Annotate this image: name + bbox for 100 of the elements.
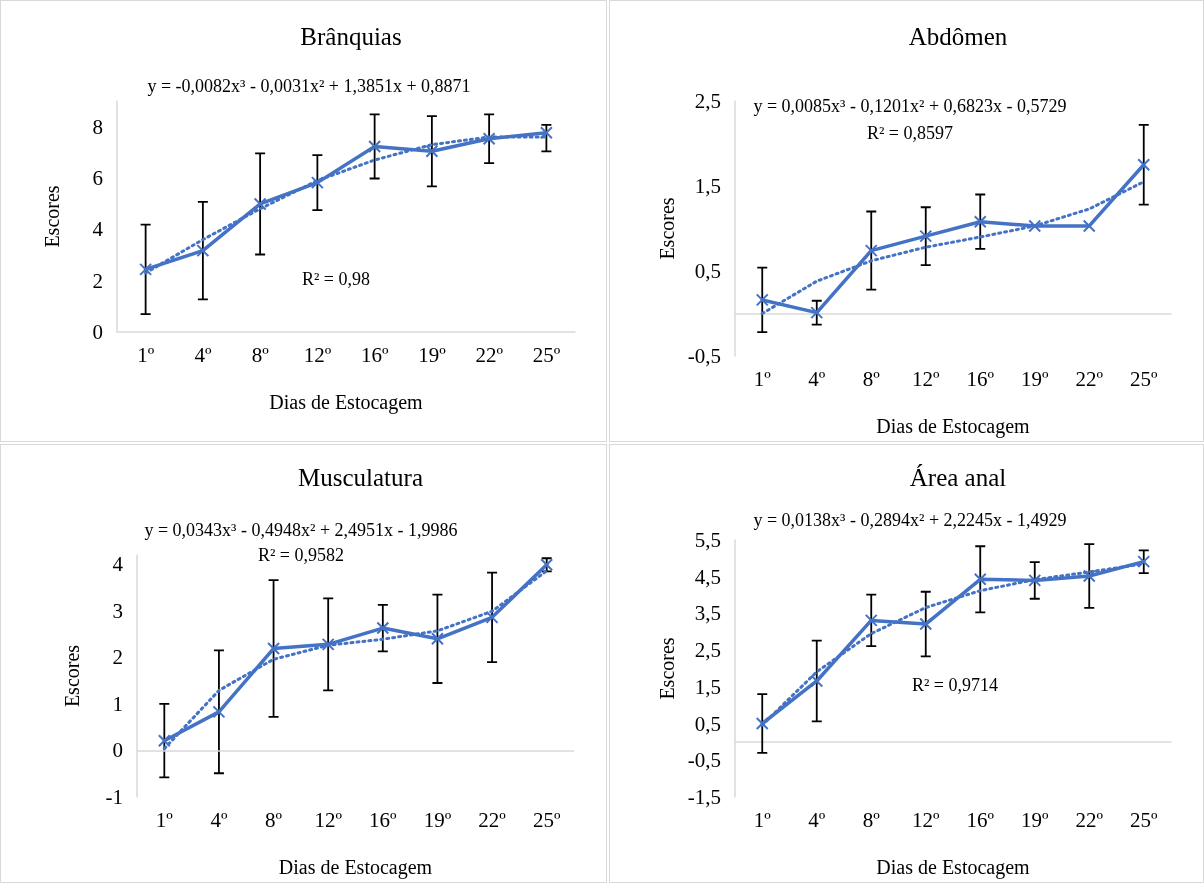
chart-title: Abdômen [908, 23, 1008, 50]
point [212, 705, 226, 719]
text: y = -0,0082x³ - 0,0031x² + 1,3851x + 0,8871 [147, 76, 471, 96]
point [321, 637, 335, 651]
x-tick-label: 25º [532, 807, 561, 832]
x-tick-label: 8º [862, 366, 881, 391]
point [253, 197, 267, 211]
x-tick-label: 1º [137, 342, 155, 367]
x-tick-label: 8º [251, 342, 270, 367]
y-axis-title: Escores [41, 185, 63, 248]
point [539, 126, 553, 140]
y-tick-label: 4 [112, 552, 124, 577]
point [1082, 569, 1096, 583]
x-tick-label: 4º [808, 807, 826, 832]
y-tick-label: 1 [112, 691, 123, 716]
point [810, 306, 824, 320]
y-tick-label: 4,5 [694, 564, 721, 589]
y-tick-label: -1 [105, 785, 123, 809]
annotation: R² = 0,9582 [257, 545, 345, 565]
point [973, 215, 987, 229]
y-axis-title: Escores [61, 644, 83, 708]
point [1028, 573, 1042, 587]
point [1028, 219, 1042, 233]
x-tick-label: 8º [265, 807, 283, 832]
x-tick-label: 4º [808, 366, 826, 391]
point [755, 717, 769, 731]
y-tick-label: 0 [112, 738, 123, 763]
annotation: R² = 0,8597 [866, 123, 954, 143]
text: y = 0,0343x³ - 0,4948x² + 2,4951x - 1,9986 [144, 520, 458, 540]
y-tick-label: 1,5 [694, 674, 721, 699]
x-tick-label: 8º [862, 807, 881, 832]
x-tick-label: 25º [1129, 366, 1158, 391]
x-tick-label: 1º [753, 807, 772, 832]
point [973, 572, 987, 586]
y-tick-label: 0,5 [694, 711, 721, 736]
y-tick-label: -0,5 [687, 748, 721, 773]
x-tick-label: 22º [1075, 366, 1104, 391]
y-axis-title: Escores [655, 197, 678, 260]
y-tick-label: -0,5 [687, 344, 721, 368]
annotation: R² = 0,9714 [911, 675, 999, 695]
point [1137, 158, 1151, 172]
x-axis-title: Dias de Estocagem [876, 856, 1031, 879]
chart-title: Brânquias [300, 23, 402, 50]
y-tick-label: 4 [92, 217, 104, 242]
x-tick-label: 22º [1075, 807, 1104, 832]
x-tick-label: 4º [210, 807, 228, 832]
y-tick-label: 0 [92, 320, 103, 344]
x-tick-label: 19º [418, 342, 447, 367]
x-tick-label: 4º [194, 342, 212, 367]
y-tick-label: 1,5 [694, 174, 721, 198]
chart-title: Área anal [909, 464, 1007, 491]
y-axis-title: Escores [655, 637, 678, 700]
y-tick-label: 3 [112, 598, 123, 623]
point [919, 617, 933, 631]
point [1082, 219, 1096, 233]
y-tick-label: 5,5 [694, 528, 721, 552]
x-tick-label: 22º [478, 807, 507, 832]
point [430, 632, 444, 646]
x-tick-label: 16º [966, 807, 995, 832]
x-tick-label: 1º [155, 807, 174, 832]
x-axis-title: Dias de Estocagem [269, 391, 424, 414]
y-tick-label: 3,5 [694, 601, 721, 626]
x-tick-label: 19º [1020, 366, 1049, 391]
x-tick-label: 19º [1020, 807, 1049, 832]
text: y = 0,0138x³ - 0,2894x² + 2,2245x - 1,4929 [753, 510, 1067, 530]
annotation: R² = 0,98 [301, 269, 371, 289]
y-tick-label: 0,5 [694, 259, 721, 283]
point [139, 262, 153, 276]
y-tick-label: 2 [92, 268, 103, 293]
x-tick-label: 12º [303, 342, 332, 367]
point [267, 642, 281, 656]
x-axis-title: Dias de Estocagem [278, 856, 433, 879]
x-tick-label: 16º [966, 366, 995, 391]
point [376, 621, 390, 635]
x-tick-label: 16º [369, 807, 398, 832]
point [810, 674, 824, 688]
x-tick-label: 16º [360, 342, 389, 367]
chart-title: Musculatura [298, 464, 423, 491]
point [368, 139, 382, 153]
point [864, 613, 878, 627]
point [485, 610, 499, 624]
x-tick-label: 12º [911, 366, 940, 391]
y-tick-label: 6 [92, 166, 103, 190]
y-tick-label: 8 [92, 114, 103, 139]
annotation: y = 0,0085x³ - 0,1201x² + 0,6823x - 0,5729 [753, 96, 1067, 116]
x-tick-label: 25º [1129, 807, 1158, 832]
x-tick-label: 19º [423, 807, 452, 832]
point [157, 734, 171, 748]
y-tick-label: 2,5 [694, 638, 721, 663]
x-axis-title: Dias de Estocagem [876, 415, 1031, 438]
point [425, 144, 439, 158]
point [482, 132, 496, 146]
point [919, 229, 933, 243]
y-tick-label: 2 [112, 645, 123, 670]
y-tick-label: 2,5 [694, 89, 721, 113]
x-tick-label: 22º [475, 342, 504, 367]
y-tick-label: -1,5 [687, 785, 721, 809]
x-tick-label: 1º [753, 366, 772, 391]
point [310, 176, 324, 190]
point [755, 293, 769, 307]
